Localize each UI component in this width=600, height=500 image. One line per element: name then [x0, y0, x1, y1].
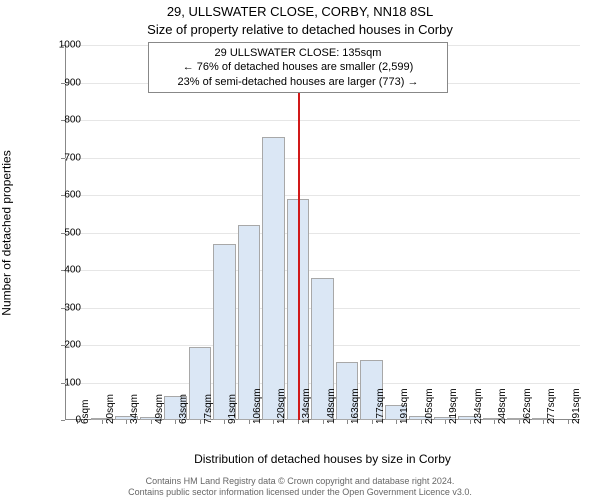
xtick-label: 191sqm [399, 388, 410, 424]
chart-title-subtitle: Size of property relative to detached ho… [0, 22, 600, 37]
ytick-label: 100 [51, 377, 81, 388]
xtick-label: 20sqm [105, 394, 116, 424]
ytick-label: 0 [51, 415, 81, 426]
xtick-mark [224, 420, 225, 424]
info-line-larger: 23% of semi-detached houses are larger (… [153, 75, 443, 89]
xtick-label: 234sqm [473, 388, 484, 424]
xtick-label: 148sqm [326, 388, 337, 424]
xtick-mark [126, 420, 127, 424]
xtick-mark [298, 420, 299, 424]
ytick-label: 800 [51, 115, 81, 126]
y-axis-label: Number of detached properties [0, 45, 17, 420]
xtick-mark [347, 420, 348, 424]
xtick-mark [200, 420, 201, 424]
x-axis-label: Distribution of detached houses by size … [65, 452, 580, 466]
xtick-label: 219sqm [448, 388, 459, 424]
xtick-label: 205sqm [424, 388, 435, 424]
xtick-label: 6sqm [80, 400, 91, 424]
xtick-label: 277sqm [546, 388, 557, 424]
xtick-label: 163sqm [350, 388, 361, 424]
gridline [65, 233, 580, 234]
ytick-label: 500 [51, 227, 81, 238]
xtick-mark [568, 420, 569, 424]
reference-line [298, 45, 300, 420]
gridline [65, 120, 580, 121]
ytick-label: 200 [51, 340, 81, 351]
xtick-label: 91sqm [227, 394, 238, 424]
chart-footer: Contains HM Land Registry data © Crown c… [0, 476, 600, 499]
xtick-label: 63sqm [178, 394, 189, 424]
xtick-mark [543, 420, 544, 424]
xtick-label: 34sqm [129, 394, 140, 424]
ytick-label: 600 [51, 190, 81, 201]
xtick-mark [494, 420, 495, 424]
footer-licence: Contains public sector information licen… [0, 487, 600, 498]
xtick-mark [445, 420, 446, 424]
xtick-label: 106sqm [252, 388, 263, 424]
info-line-property: 29 ULLSWATER CLOSE: 135sqm [153, 46, 443, 60]
info-annotation-box: 29 ULLSWATER CLOSE: 135sqm ← 76% of deta… [148, 42, 448, 93]
footer-copyright: Contains HM Land Registry data © Crown c… [0, 476, 600, 487]
xtick-label: 120sqm [276, 388, 287, 424]
gridline [65, 195, 580, 196]
xtick-mark [470, 420, 471, 424]
xtick-mark [519, 420, 520, 424]
gridline [65, 270, 580, 271]
xtick-mark [273, 420, 274, 424]
xtick-label: 77sqm [203, 394, 214, 424]
xtick-mark [323, 420, 324, 424]
xtick-mark [421, 420, 422, 424]
ytick-label: 300 [51, 302, 81, 313]
xtick-mark [102, 420, 103, 424]
chart-title-address: 29, ULLSWATER CLOSE, CORBY, NN18 8SL [0, 4, 600, 19]
xtick-label: 177sqm [375, 388, 386, 424]
gridline [65, 158, 580, 159]
xtick-label: 262sqm [522, 388, 533, 424]
xtick-mark [151, 420, 152, 424]
xtick-label: 49sqm [154, 394, 165, 424]
xtick-label: 248sqm [497, 388, 508, 424]
xtick-label: 134sqm [301, 388, 312, 424]
xtick-mark [372, 420, 373, 424]
xtick-mark [396, 420, 397, 424]
ytick-label: 900 [51, 77, 81, 88]
histogram-bar [262, 137, 285, 420]
ytick-label: 700 [51, 152, 81, 163]
ytick-label: 1000 [51, 40, 81, 51]
info-line-smaller: ← 76% of detached houses are smaller (2,… [153, 60, 443, 74]
chart-plot-area [65, 45, 580, 420]
xtick-mark [175, 420, 176, 424]
xtick-label: 291sqm [571, 388, 582, 424]
xtick-mark [249, 420, 250, 424]
ytick-label: 400 [51, 265, 81, 276]
